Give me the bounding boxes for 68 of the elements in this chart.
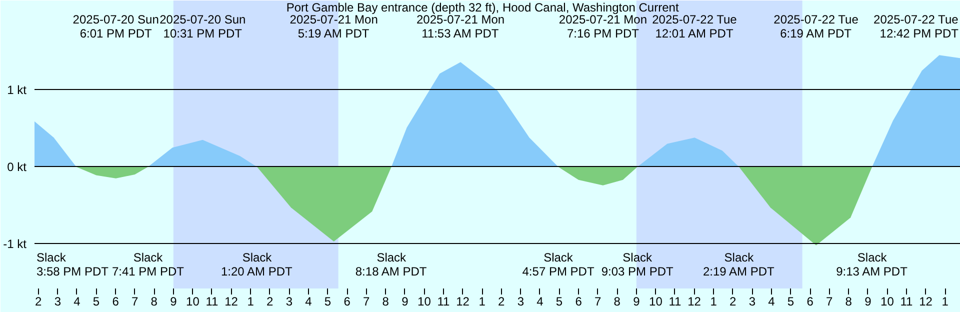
x-tick-label: 2 (498, 294, 506, 308)
x-tick-label: 9 (170, 294, 178, 308)
annotation: 2025-07-22 Tue 6:19 AM PDT (774, 12, 859, 40)
x-tick-label: 6 (344, 294, 351, 308)
x-tick-label: 10 (880, 294, 894, 308)
x-tick-label: 3 (517, 294, 524, 308)
annotation: Slack 8:18 AM PDT (355, 250, 428, 278)
x-tick-label: 4 (768, 294, 776, 308)
x-tick-label: 3 (54, 294, 62, 308)
x-tick-label: 5 (787, 294, 794, 308)
x-tick-label: 12 (224, 294, 238, 308)
annotation: Slack 4:57 PM PDT (522, 250, 595, 278)
chart-title: Port Gamble Bay entrance (depth 32 ft), Hood Canal, Washington Current (286, 0, 680, 14)
x-tick-label: 2 (35, 294, 42, 308)
annotation: Slack 9:03 PM PDT (601, 250, 674, 278)
annotation: 2025-07-22 Tue 12:42 PM PDT (874, 12, 960, 40)
x-tick-label: 7 (594, 294, 602, 308)
x-tick-label: 1 (942, 294, 949, 308)
annotation: 2025-07-20 Sun 10:31 PM PDT (160, 12, 246, 40)
annotation: 2025-07-21 Mon 7:16 PM PDT (558, 12, 647, 40)
x-tick-label: 11 (900, 294, 914, 308)
x-tick-label: 11 (437, 294, 450, 308)
x-tick-label: 9 (402, 294, 409, 308)
x-tick-label: 5 (556, 294, 563, 308)
y-tick-label: 0 kt (7, 160, 28, 174)
x-tick-label: 11 (668, 294, 682, 308)
x-tick-label: 11 (206, 294, 219, 308)
annotation: Slack 9:13 AM PDT (836, 250, 908, 278)
annotation: 2025-07-22 Tue 12:01 AM PDT (652, 12, 738, 40)
x-tick-label: 10 (649, 294, 663, 308)
x-tick-label: 1 (478, 294, 486, 308)
y-tick-label: 1 kt (7, 82, 28, 97)
x-tick-label: 10 (186, 294, 200, 308)
annotation: Slack 7:41 PM PDT (112, 250, 185, 278)
x-tick-label: 8 (614, 294, 621, 308)
x-tick-label: 2 (266, 294, 274, 308)
x-tick-label: 5 (324, 294, 332, 308)
x-tick-label: 9 (864, 294, 872, 308)
annotation: Slack 2:19 AM PDT (702, 250, 775, 278)
x-tick-label: 1 (247, 294, 254, 308)
x-tick-label: 9 (633, 294, 640, 308)
x-tick-label: 7 (131, 294, 138, 308)
x-tick-label: 8 (150, 294, 158, 308)
x-tick-label: 7 (826, 294, 833, 308)
y-tick-label: -1 kt (3, 236, 28, 251)
annotation: 2025-07-21 Mon 11:53 AM PDT (416, 12, 505, 40)
x-tick-label: 4 (74, 294, 81, 308)
x-tick-label: 3 (286, 294, 293, 308)
x-tick-label: 7 (362, 294, 370, 308)
annotation: Slack 1:20 AM PDT (220, 250, 294, 278)
x-tick-label: 12 (688, 294, 702, 308)
x-tick-label: 4 (305, 294, 312, 308)
x-tick-label: 8 (845, 294, 852, 308)
x-tick-label: 1 (710, 294, 718, 308)
x-tick-label: 8 (382, 294, 390, 308)
x-tick-label: 3 (748, 294, 756, 308)
annotation: 2025-07-21 Mon 5:19 AM PDT (290, 12, 378, 40)
x-tick-label: 4 (536, 294, 544, 308)
x-tick-label: 6 (806, 294, 814, 308)
x-tick-label: 6 (112, 294, 120, 308)
x-tick-label: 5 (92, 294, 100, 308)
x-tick-label: 12 (919, 294, 933, 308)
annotation: Slack 3:58 PM PDT (36, 250, 110, 278)
x-tick-label: 6 (575, 294, 582, 308)
annotation: 2025-07-20 Sun 6:01 PM PDT (72, 12, 159, 40)
x-tick-label: 10 (418, 294, 432, 308)
x-tick-label: 12 (456, 294, 470, 308)
x-tick-label: 2 (730, 294, 737, 308)
